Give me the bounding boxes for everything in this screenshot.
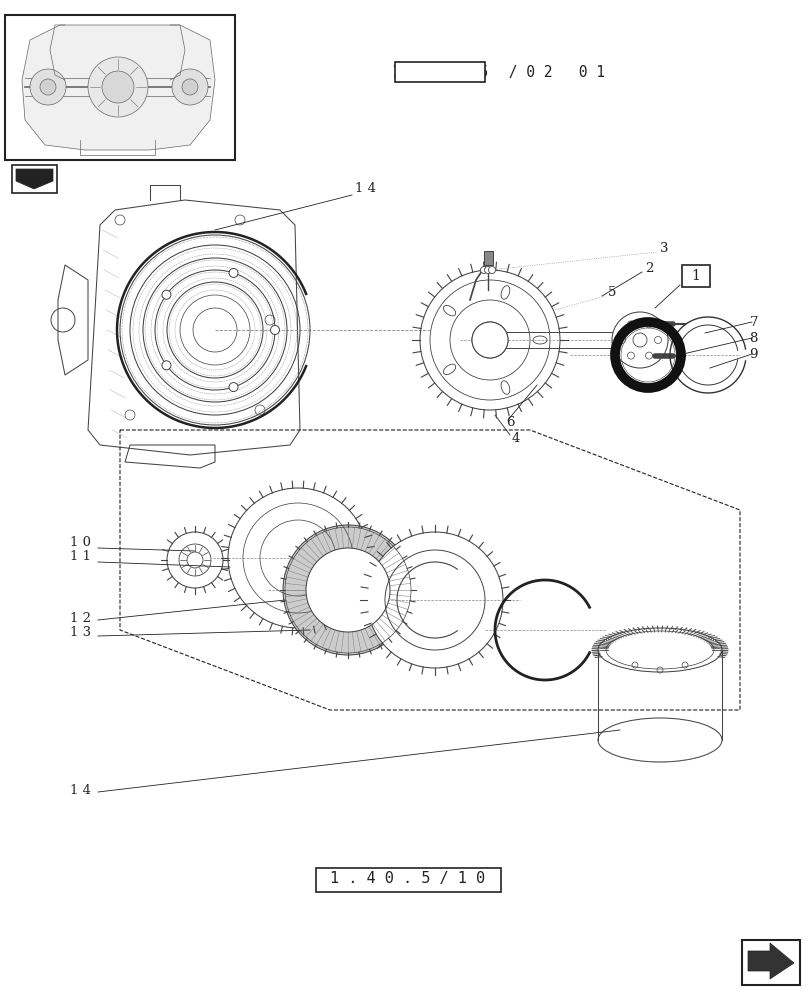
Circle shape	[30, 69, 66, 105]
Circle shape	[480, 266, 487, 273]
Circle shape	[367, 532, 502, 668]
Text: 1 3: 1 3	[70, 626, 91, 638]
Circle shape	[283, 525, 413, 655]
Text: 8: 8	[749, 332, 757, 344]
Bar	[681, 265, 709, 287]
Ellipse shape	[597, 628, 721, 672]
Bar	[5, 15, 234, 160]
Bar	[315, 868, 500, 892]
Text: 6: 6	[505, 416, 514, 428]
Circle shape	[40, 79, 56, 95]
Text: 3: 3	[659, 241, 667, 254]
Text: 1 0: 1 0	[70, 536, 91, 550]
Polygon shape	[22, 25, 215, 150]
Text: 5: 5	[607, 286, 616, 298]
Bar	[741, 940, 799, 985]
Circle shape	[484, 266, 491, 273]
Circle shape	[161, 361, 171, 370]
Bar	[12, 165, 57, 193]
Ellipse shape	[597, 718, 721, 762]
Circle shape	[172, 69, 208, 105]
Text: 1: 1	[691, 269, 700, 283]
Circle shape	[488, 266, 495, 273]
Text: 1 1: 1 1	[70, 550, 91, 564]
Circle shape	[229, 383, 238, 392]
Text: 4: 4	[512, 432, 520, 444]
Circle shape	[270, 326, 279, 334]
Circle shape	[161, 290, 171, 299]
Text: 9: 9	[749, 348, 757, 360]
Text: / 0 2   0 1: / 0 2 0 1	[500, 65, 605, 80]
Text: 7: 7	[749, 316, 757, 328]
Circle shape	[228, 488, 367, 628]
Text: 1 . 4 0 . 5 / 1 0: 1 . 4 0 . 5 / 1 0	[330, 871, 485, 886]
Text: 1 4: 1 4	[70, 784, 91, 796]
Bar	[394, 62, 484, 82]
Circle shape	[229, 268, 238, 277]
Circle shape	[88, 57, 148, 117]
Circle shape	[471, 322, 508, 358]
Text: 1 . 4 0 . 5: 1 . 4 0 . 5	[392, 65, 487, 80]
Circle shape	[611, 312, 667, 368]
Circle shape	[182, 79, 198, 95]
Text: 1 4: 1 4	[354, 182, 375, 195]
Text: 2: 2	[644, 261, 653, 274]
Polygon shape	[16, 169, 53, 189]
Circle shape	[167, 532, 223, 588]
Bar	[483, 251, 492, 265]
Circle shape	[102, 71, 134, 103]
Polygon shape	[747, 943, 793, 979]
Circle shape	[306, 548, 389, 632]
Text: 1 2: 1 2	[70, 611, 91, 624]
